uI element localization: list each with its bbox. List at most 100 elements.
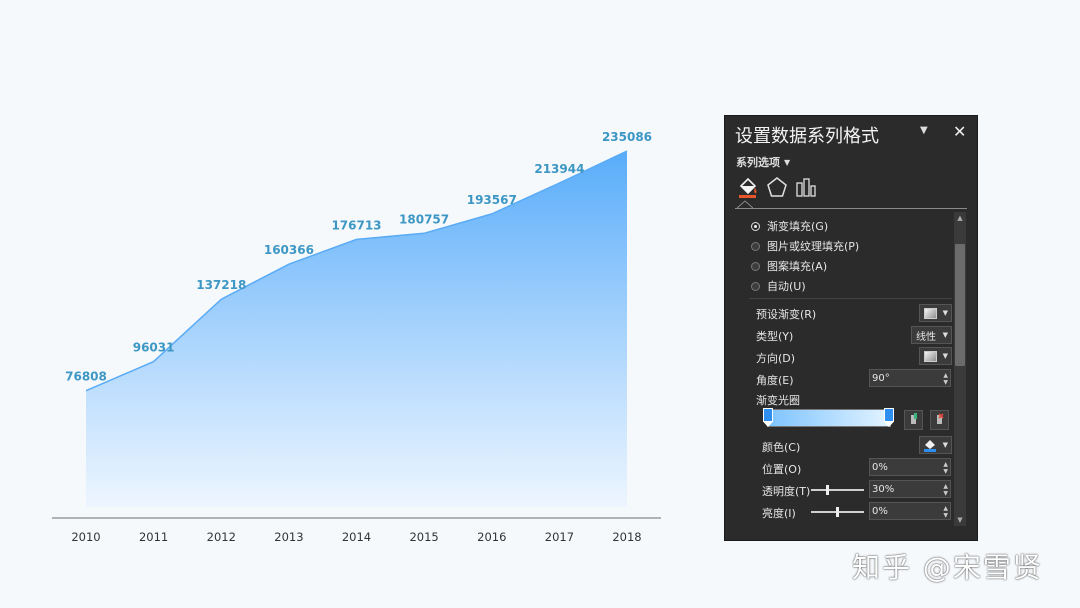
angle-label: 角度(E): [756, 374, 794, 387]
radio-picture-fill[interactable]: 图片或纹理填充(P): [751, 238, 859, 254]
color-picker-dropdown[interactable]: ▼: [919, 436, 952, 454]
brightness-spinner[interactable]: ▲▼: [869, 502, 951, 520]
x-tick-label: 2012: [207, 530, 236, 544]
radio-pattern-fill[interactable]: 图案填充(A): [751, 258, 827, 274]
gradient-stops-label: 渐变光圈: [756, 394, 800, 407]
brightness-slider[interactable]: [811, 507, 864, 517]
effects-pentagon-icon[interactable]: [765, 175, 789, 199]
decrement-icon[interactable]: ▼: [943, 512, 948, 519]
x-tick-label: 2011: [139, 530, 168, 544]
x-tick-label: 2014: [342, 530, 371, 544]
series-options-label: 系列选项: [736, 156, 780, 169]
decrement-icon[interactable]: ▼: [943, 379, 948, 386]
preset-gradient-label: 预设渐变(R): [756, 308, 817, 321]
type-dropdown[interactable]: 线性 ▼: [911, 326, 952, 344]
position-spinner[interactable]: ▲▼: [869, 458, 951, 476]
increment-icon[interactable]: ▲: [943, 461, 948, 468]
type-label: 类型(Y): [756, 330, 794, 343]
x-tick-label: 2010: [71, 530, 100, 544]
data-label: 235086: [602, 130, 652, 144]
decrement-icon[interactable]: ▼: [943, 468, 948, 475]
radio-button[interactable]: [751, 261, 760, 271]
active-tab-indicator: [737, 200, 753, 209]
fill-line-icon[interactable]: [736, 175, 760, 199]
slider-track: [811, 489, 864, 491]
remove-stop-icon: [937, 413, 944, 424]
series-options-bars-icon[interactable]: [794, 175, 818, 199]
x-tick-label: 2016: [477, 530, 506, 544]
add-stop-icon: [911, 413, 917, 424]
data-label: 137218: [196, 278, 246, 292]
radio-auto-fill[interactable]: 自动(U): [751, 278, 806, 294]
direction-dropdown[interactable]: ▼: [919, 347, 952, 365]
radio-label: 图片或纹理填充(P): [767, 240, 860, 253]
x-tick-label: 2017: [545, 530, 574, 544]
format-data-series-pane: 设置数据系列格式 ▼ ✕ 系列选项 ▼ ▲ ▼ 渐变填充(G) 图片或纹理填充(P…: [725, 116, 977, 540]
data-label: 176713: [331, 218, 381, 232]
data-label: 96031: [133, 341, 175, 355]
chevron-down-icon: ▼: [942, 331, 948, 339]
radio-button[interactable]: [751, 281, 760, 291]
paint-bucket-icon: [924, 440, 936, 452]
position-input[interactable]: [872, 460, 932, 474]
scroll-down-icon[interactable]: ▼: [957, 516, 963, 524]
slider-knob[interactable]: [836, 507, 839, 517]
scrollbar-thumb[interactable]: [955, 244, 965, 366]
data-label: 213944: [534, 162, 584, 176]
add-gradient-stop-button[interactable]: [904, 410, 923, 430]
tab-divider: [735, 208, 967, 209]
direction-swatch-icon: [924, 350, 937, 362]
gradient-stop-handle[interactable]: [884, 408, 894, 428]
color-label: 颜色(C): [762, 441, 801, 454]
x-tick-label: 2018: [612, 530, 641, 544]
radio-gradient-fill[interactable]: 渐变填充(G): [751, 218, 828, 234]
gradient-swatch-icon: [924, 307, 937, 319]
radio-button[interactable]: [751, 221, 760, 231]
series-options-dropdown[interactable]: 系列选项 ▼: [736, 154, 790, 170]
gradient-stop-handle[interactable]: [763, 408, 773, 428]
data-label: 180757: [399, 212, 449, 226]
brightness-label: 亮度(I): [762, 507, 796, 520]
chevron-down-icon: ▼: [784, 158, 791, 167]
transparency-slider[interactable]: [811, 485, 864, 495]
x-tick-label: 2013: [274, 530, 303, 544]
area-series: [86, 151, 627, 507]
position-label: 位置(O): [762, 463, 802, 476]
scroll-up-icon[interactable]: ▲: [957, 214, 963, 222]
increment-icon[interactable]: ▲: [943, 483, 948, 490]
radio-label: 图案填充(A): [767, 260, 828, 273]
scrollbar[interactable]: ▲ ▼: [954, 212, 966, 526]
chevron-down-icon: ▼: [942, 352, 948, 360]
data-label: 193567: [467, 193, 517, 207]
chevron-down-icon: ▼: [942, 309, 948, 317]
close-icon[interactable]: ✕: [953, 122, 967, 141]
divider: [749, 298, 952, 299]
pane-options-dropdown-icon[interactable]: ▼: [920, 125, 928, 136]
transparency-label: 透明度(T): [762, 485, 811, 498]
increment-icon[interactable]: ▲: [943, 505, 948, 512]
watermark: 知乎 @宋雪贤: [852, 551, 1043, 584]
x-tick-label: 2015: [409, 530, 438, 544]
slider-knob[interactable]: [826, 485, 829, 495]
increment-icon[interactable]: ▲: [943, 372, 948, 379]
radio-label: 渐变填充(G): [767, 220, 829, 233]
transparency-spinner[interactable]: ▲▼: [869, 480, 951, 498]
radio-button[interactable]: [751, 241, 760, 251]
data-label: 76808: [65, 370, 107, 384]
direction-label: 方向(D): [756, 352, 796, 365]
transparency-input[interactable]: [872, 482, 932, 496]
radio-label: 自动(U): [767, 280, 806, 293]
angle-input[interactable]: [872, 371, 932, 385]
type-value: 线性: [916, 331, 936, 343]
gradient-stops-bar[interactable]: [767, 409, 891, 427]
remove-gradient-stop-button[interactable]: [930, 410, 949, 430]
preset-gradient-dropdown[interactable]: ▼: [919, 304, 952, 322]
chevron-down-icon: ▼: [942, 441, 948, 449]
pane-title: 设置数据系列格式: [735, 126, 879, 147]
brightness-input[interactable]: [872, 504, 932, 518]
area-series-line: [85, 150, 628, 392]
data-label: 160366: [264, 243, 314, 257]
angle-spinner[interactable]: ▲▼: [869, 369, 951, 387]
decrement-icon[interactable]: ▼: [943, 490, 948, 497]
